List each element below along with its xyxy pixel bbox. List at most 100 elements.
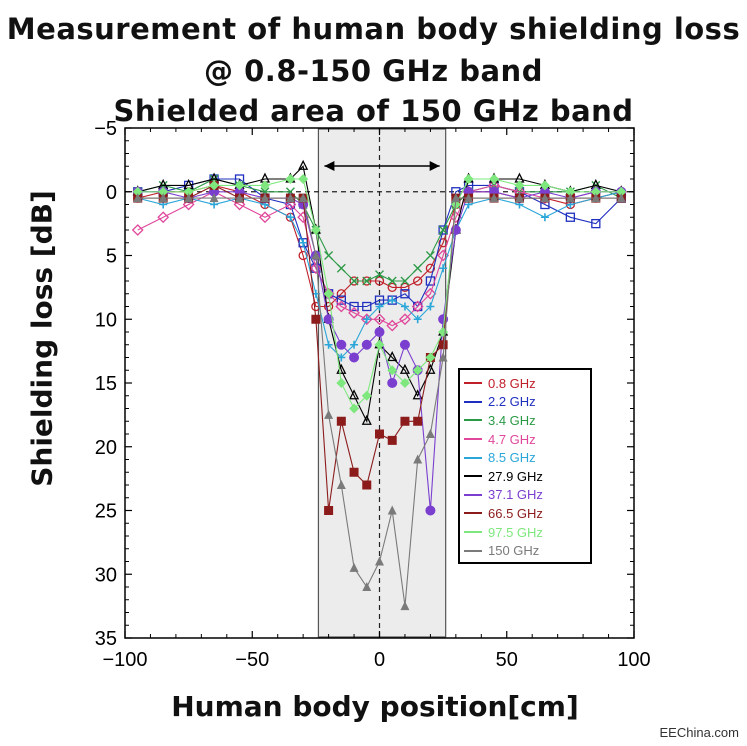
data-point-150-ghz: [387, 505, 397, 515]
data-point-66-5-ghz: [375, 429, 384, 439]
data-point-66-5-ghz: [324, 506, 334, 515]
legend-swatch: [464, 549, 482, 552]
watermark-text: EEChina.com: [659, 725, 739, 740]
data-point-27-9-ghz: [298, 159, 309, 170]
data-point-150-ghz: [514, 193, 524, 203]
data-point-150-ghz: [616, 193, 626, 203]
legend-label: 66.5 GHz: [488, 505, 543, 521]
data-point-4-7-ghz: [373, 313, 386, 326]
data-point-8-5-ghz: [426, 302, 435, 311]
data-point-97-5-ghz: [336, 378, 347, 388]
data-point-97-5-ghz: [158, 186, 169, 197]
y-tick-label: 5: [106, 246, 117, 268]
legend-entry-3-4-ghz: 3.4 GHz: [464, 411, 590, 430]
data-point-0-8-ghz: [323, 301, 334, 312]
x-tick-label: −100: [102, 649, 147, 671]
data-point-8-5-ghz: [362, 315, 371, 324]
data-point-97-5-ghz: [565, 186, 576, 197]
legend-label: 27.9 GHz: [488, 468, 543, 484]
legend-swatch: [464, 493, 482, 496]
legend-entry-150-ghz: 150 GHz: [464, 541, 590, 560]
data-point-150-ghz: [375, 556, 384, 566]
data-point-3-4-ghz: [413, 263, 423, 273]
legend-label: 8.5 GHz: [488, 450, 536, 466]
legend-label: 97.5 GHz: [488, 524, 543, 540]
data-point-3-4-ghz: [387, 276, 397, 286]
data-point-4-7-ghz: [259, 211, 271, 224]
data-point-66-5-ghz: [362, 480, 372, 490]
legend-entry-0-8-ghz: 0.8 GHz: [464, 374, 590, 393]
data-point-66-5-ghz: [349, 467, 359, 477]
y-tick-label: 0: [106, 182, 117, 204]
data-point-0-8-ghz: [336, 289, 346, 299]
data-point-97-5-ghz: [374, 339, 385, 350]
x-tick-label: −50: [235, 649, 269, 671]
data-point-37-1-ghz: [323, 314, 334, 325]
data-point-97-5-ghz: [514, 180, 525, 191]
x-tick-label: 100: [617, 649, 650, 671]
data-point-3-4-ghz: [438, 225, 448, 235]
data-point-150-ghz: [400, 601, 410, 611]
legend-entry-66-5-ghz: 66.5 GHz: [464, 504, 590, 523]
data-point-150-ghz: [565, 193, 575, 203]
data-point-4-7-ghz: [360, 313, 373, 326]
data-point-8-5-ghz: [439, 264, 448, 273]
data-point-37-1-ghz: [336, 339, 347, 350]
chart-title-line-3: Shielded area of 150 GHz band: [113, 94, 634, 128]
data-point-150-ghz: [235, 193, 245, 203]
data-point-8-5-ghz: [350, 340, 359, 349]
data-point-97-5-ghz: [259, 180, 270, 191]
data-point-66-5-ghz: [413, 416, 423, 426]
data-point-150-ghz: [362, 582, 372, 591]
data-point-97-5-ghz: [616, 186, 627, 197]
data-point-97-5-ghz: [425, 352, 436, 363]
data-point-97-5-ghz: [234, 180, 245, 191]
data-point-2-2-ghz: [349, 301, 359, 312]
data-point-66-5-ghz: [387, 435, 397, 445]
data-point-3-4-ghz: [362, 276, 372, 286]
data-point-4-7-ghz: [309, 262, 322, 275]
series-line-4-7-ghz: [137, 184, 622, 327]
y-tick-label: 20: [95, 437, 117, 459]
legend-entry-27-9-ghz: 27.9 GHz: [464, 467, 590, 486]
data-point-97-5-ghz: [539, 180, 550, 191]
data-point-66-5-ghz: [336, 416, 346, 426]
data-point-97-5-ghz: [590, 186, 601, 197]
legend-entry-2-2-ghz: 2.2 GHz: [464, 393, 590, 412]
data-point-2-2-ghz: [311, 263, 321, 273]
legend-entry-97-5-ghz: 97.5 GHz: [464, 523, 590, 542]
data-point-27-9-ghz: [361, 414, 372, 425]
data-point-27-9-ghz: [387, 351, 398, 362]
data-point-8-5-ghz: [299, 238, 308, 247]
data-point-66-5-ghz: [311, 314, 321, 324]
data-point-97-5-ghz: [323, 288, 334, 299]
data-point-4-7-ghz: [157, 211, 170, 224]
legend-swatch: [464, 531, 482, 534]
data-point-8-5-ghz: [375, 302, 384, 311]
y-tick-label: 35: [95, 628, 117, 650]
arrow-head-right: [429, 161, 440, 171]
data-point-97-5-ghz: [132, 186, 143, 197]
data-point-150-ghz: [298, 193, 308, 203]
data-point-2-2-ghz: [438, 225, 448, 235]
y-tick-label: 10: [95, 309, 117, 331]
legend-swatch: [464, 512, 482, 515]
data-point-150-ghz: [464, 193, 474, 203]
data-point-2-2-ghz: [413, 301, 423, 312]
data-point-4-7-ghz: [348, 306, 360, 319]
chart-title-line-1: Measurement of human body shielding loss: [6, 12, 741, 46]
legend-entry-8-5-ghz: 8.5 GHz: [464, 448, 590, 467]
data-point-0-8-ghz: [374, 276, 385, 286]
legend-label: 37.1 GHz: [488, 487, 543, 503]
legend-swatch: [464, 475, 482, 478]
arrow-head-left: [324, 161, 335, 171]
data-point-97-5-ghz: [387, 365, 398, 376]
legend-label: 3.4 GHz: [488, 412, 536, 428]
data-point-97-5-ghz: [361, 390, 372, 401]
data-point-97-5-ghz: [489, 174, 500, 184]
data-point-150-ghz: [311, 250, 321, 260]
data-point-3-4-ghz: [324, 251, 334, 260]
data-point-4-7-ghz: [386, 319, 399, 332]
data-point-4-7-ghz: [182, 198, 195, 211]
data-point-150-ghz: [336, 480, 346, 489]
